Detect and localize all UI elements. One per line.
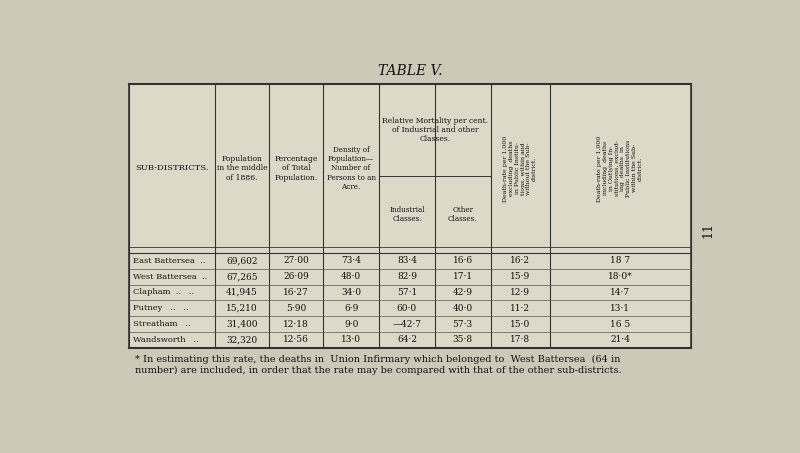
- Text: 9·0: 9·0: [344, 319, 358, 328]
- Text: West Battersea  ..: West Battersea ..: [133, 273, 206, 281]
- Text: 15·9: 15·9: [510, 272, 530, 281]
- Text: 17·8: 17·8: [510, 335, 530, 344]
- Text: 17·1: 17·1: [453, 272, 473, 281]
- Text: 18 7: 18 7: [610, 256, 630, 265]
- Text: 11: 11: [702, 222, 715, 238]
- Text: 15,210: 15,210: [226, 304, 258, 313]
- Text: Relative Mortality per cent.
of Industrial and other
Classes.: Relative Mortality per cent. of Industri…: [382, 116, 488, 143]
- Text: 12·9: 12·9: [510, 288, 530, 297]
- Text: number) are included, in order that the rate may be compared with that of the ot: number) are included, in order that the …: [135, 366, 622, 375]
- Text: 42·9: 42·9: [453, 288, 473, 297]
- Text: Death-rate per 1,000
including  deaths
in Outlying In-
stitutions, exclud-
ing  : Death-rate per 1,000 including deaths in…: [598, 135, 643, 202]
- Text: 57·3: 57·3: [453, 319, 473, 328]
- Text: Percentage
of Total
Population.: Percentage of Total Population.: [274, 155, 318, 182]
- Text: 18·0*: 18·0*: [608, 272, 632, 281]
- Text: 16·6: 16·6: [453, 256, 473, 265]
- Text: 11·2: 11·2: [510, 304, 530, 313]
- Text: 6·9: 6·9: [344, 304, 358, 313]
- Text: 26·09: 26·09: [283, 272, 309, 281]
- Text: 60·0: 60·0: [397, 304, 417, 313]
- Text: Other
Classes.: Other Classes.: [448, 206, 478, 223]
- Text: 64·2: 64·2: [397, 335, 417, 344]
- Text: 82·9: 82·9: [397, 272, 417, 281]
- Bar: [130, 84, 690, 348]
- Text: 12·56: 12·56: [283, 335, 309, 344]
- Text: 69,602: 69,602: [226, 256, 258, 265]
- Text: East Battersea  ..: East Battersea ..: [133, 257, 205, 265]
- Text: 34·0: 34·0: [341, 288, 361, 297]
- Text: 73·4: 73·4: [341, 256, 361, 265]
- Text: Density of
Population—
Number of
Persons to an
Acre.: Density of Population— Number of Persons…: [326, 146, 376, 191]
- Text: 40·0: 40·0: [453, 304, 473, 313]
- Text: 35·8: 35·8: [453, 335, 473, 344]
- Text: Streatham   ..: Streatham ..: [133, 320, 190, 328]
- Text: Industrial
Classes.: Industrial Classes.: [389, 206, 425, 223]
- Text: 21·4: 21·4: [610, 335, 630, 344]
- Text: Putney   ..   ..: Putney .. ..: [133, 304, 188, 312]
- Text: Death-rate per 1,000
excluding  deaths
in Public Institu-
tions, within and
with: Death-rate per 1,000 excluding deaths in…: [503, 135, 537, 202]
- Text: 48·0: 48·0: [341, 272, 361, 281]
- Text: Wandsworth   ..: Wandsworth ..: [133, 336, 198, 344]
- Text: 32,320: 32,320: [226, 335, 258, 344]
- Text: * In estimating this rate, the deaths in  Union Infirmary which belonged to  Wes: * In estimating this rate, the deaths in…: [135, 355, 620, 364]
- Text: 16 5: 16 5: [610, 319, 630, 328]
- Text: 67,265: 67,265: [226, 272, 258, 281]
- Text: 27·00: 27·00: [283, 256, 309, 265]
- Text: 13·1: 13·1: [610, 304, 630, 313]
- Text: 57·1: 57·1: [397, 288, 417, 297]
- Text: 31,400: 31,400: [226, 319, 258, 328]
- Text: 83·4: 83·4: [397, 256, 417, 265]
- Text: 14·7: 14·7: [610, 288, 630, 297]
- Text: 13·0: 13·0: [341, 335, 361, 344]
- Text: SUB-DISTRICTS.: SUB-DISTRICTS.: [135, 164, 209, 172]
- Text: 41,945: 41,945: [226, 288, 258, 297]
- Text: 15·0: 15·0: [510, 319, 530, 328]
- Text: Population
in the middle
of 1886.: Population in the middle of 1886.: [217, 155, 267, 182]
- Text: 5·90: 5·90: [286, 304, 306, 313]
- Text: —42·7: —42·7: [393, 319, 422, 328]
- Text: 16·2: 16·2: [510, 256, 530, 265]
- Text: TABLE V.: TABLE V.: [378, 63, 442, 77]
- Text: 16·27: 16·27: [283, 288, 309, 297]
- Text: Clapham  ..   ..: Clapham .. ..: [133, 289, 194, 296]
- Text: 12·18: 12·18: [283, 319, 309, 328]
